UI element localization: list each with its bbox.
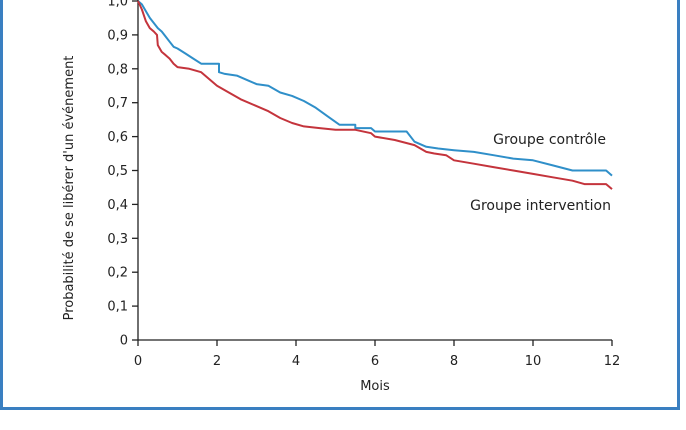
y-tick-label: 0,1 [107,300,128,315]
x-axis-title: Mois [360,379,390,394]
y-tick-label: 0,9 [107,28,128,43]
y-tick-label: 0,7 [107,96,128,111]
y-tick-label: 0,2 [107,266,128,281]
x-tick-label: 4 [292,354,300,369]
y-tick-label: 1,0 [107,0,128,10]
x-tick-label: 6 [371,354,379,369]
chart-frame [0,0,680,410]
y-ticks: 0 0,1 0,2 0,3 0,4 0,5 0,6 0,7 0,8 0,9 1,0 [107,0,138,349]
y-tick-label: 0,3 [107,232,128,247]
x-tick-label: 0 [134,354,142,369]
series-line-intervention [137,0,613,190]
y-tick-label: 0,6 [107,130,128,145]
y-tick-label: 0,5 [107,164,128,179]
series-lines [137,0,613,190]
y-tick-label: 0 [120,334,128,349]
series-line-controle [137,0,613,177]
y-tick-label: 0,8 [107,62,128,77]
label-groupe-intervention: Groupe intervention [470,198,611,214]
x-tick-label: 10 [525,354,542,369]
x-ticks: 0 2 4 6 8 10 12 [134,340,620,369]
x-tick-label: 12 [604,354,621,369]
y-tick-label: 0,4 [107,198,128,213]
axes [137,0,612,341]
x-tick-label: 8 [450,354,458,369]
x-tick-label: 2 [213,354,221,369]
y-axis-title: Probabilité de se libérer d'un événement [62,56,77,321]
series-labels: Groupe contrôle Groupe intervention [470,132,611,214]
label-groupe-controle: Groupe contrôle [493,132,606,148]
